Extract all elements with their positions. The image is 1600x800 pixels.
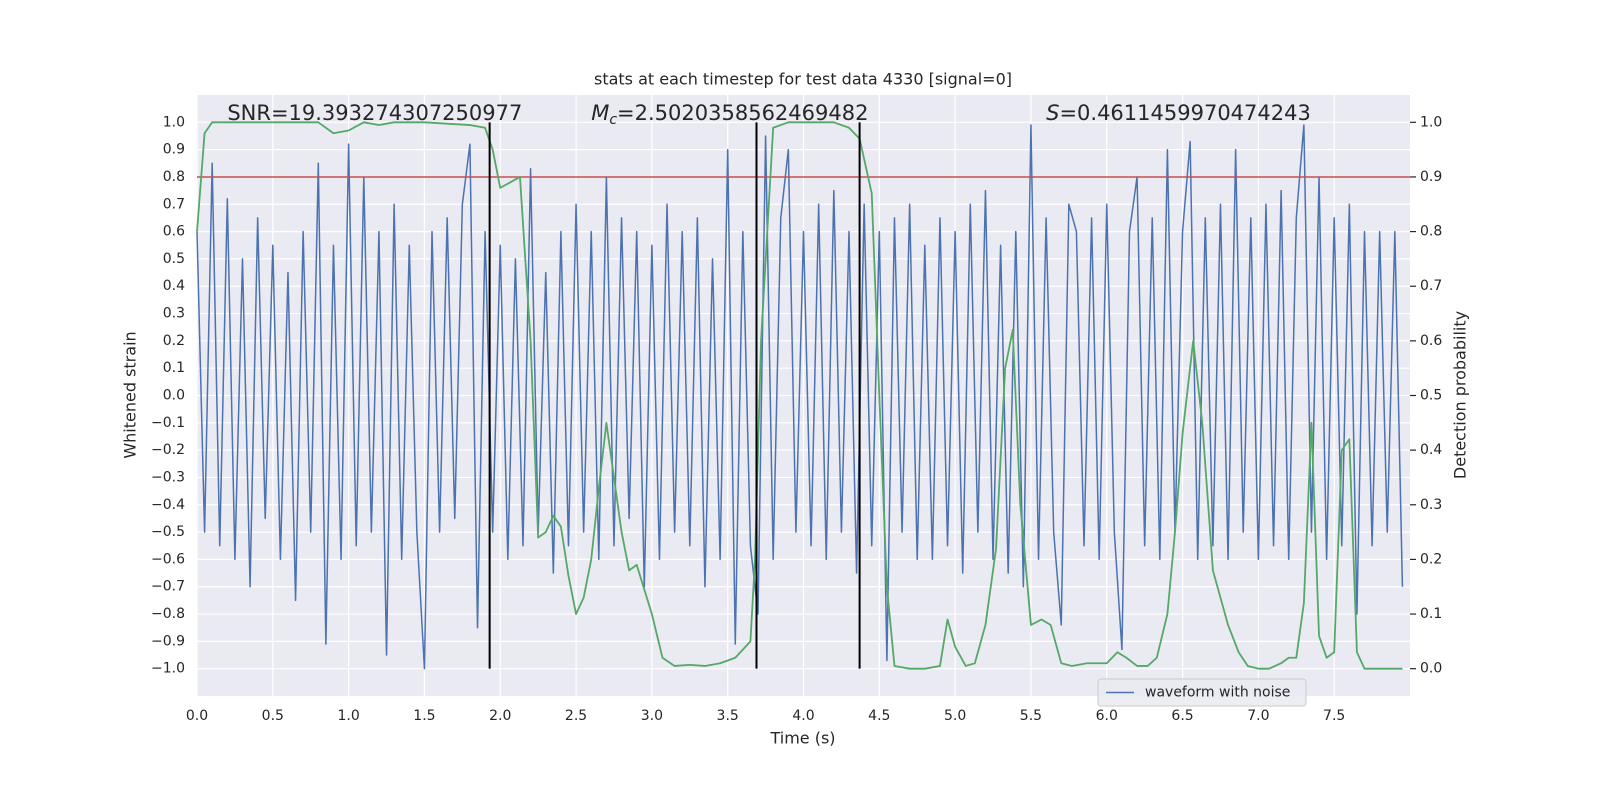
y-tick-label: −0.2	[151, 442, 185, 458]
y2-tick-label: 0.4	[1420, 442, 1442, 458]
y-tick-label: 0.4	[163, 278, 185, 294]
chart-title: stats at each timestep for test data 433…	[594, 70, 1012, 89]
probability-line	[196, 121, 1403, 670]
annotation: Mc=2.5020358562469482	[591, 101, 868, 128]
x-tick-label: 2.0	[489, 708, 511, 724]
y-tick-label: 0.0	[163, 388, 185, 404]
y-tick-label: −0.4	[151, 497, 185, 513]
x-tick-label: 0.5	[262, 708, 284, 724]
annotation-text: =0.4611459970474243	[1059, 101, 1310, 125]
x-tick-label: 7.0	[1247, 708, 1269, 724]
x-tick-label: 1.0	[337, 708, 359, 724]
y2-tick-label: 1.0	[1420, 114, 1442, 130]
y-tick-label: 0.8	[163, 169, 185, 185]
x-tick-label: 1.5	[413, 708, 435, 724]
x-tick-label: 6.5	[1171, 708, 1193, 724]
x-tick-label: 4.5	[868, 708, 890, 724]
y-tick-label: 0.5	[163, 251, 185, 267]
legend-label: waveform with noise	[1145, 685, 1290, 701]
y2-tick-label: 0.9	[1420, 169, 1442, 185]
waveform-line	[196, 124, 1404, 670]
y2-tick-label: 0.0	[1420, 661, 1442, 677]
y-tick-label: −0.1	[151, 415, 185, 431]
y-tick-label: 0.3	[163, 306, 185, 322]
x-tick-label: 3.5	[717, 708, 739, 724]
x-tick-label: 4.0	[792, 708, 814, 724]
y-tick-label: −1.0	[151, 661, 185, 677]
y2-tick-label: 0.2	[1420, 551, 1442, 567]
annotation: SNR=19.393274307250977	[227, 101, 522, 125]
x-tick-label: 6.0	[1096, 708, 1118, 724]
y-tick-label: 0.7	[163, 196, 185, 212]
y2-tick-label: 0.7	[1420, 278, 1442, 294]
y-axis-label: Whitened strain	[121, 331, 140, 458]
y-tick-label: 1.0	[163, 114, 185, 130]
x-tick-label: 2.5	[565, 708, 587, 724]
y-tick-label: 0.9	[163, 142, 185, 158]
y-tick-label: 0.6	[163, 224, 185, 240]
y2-axis-label: Detection probability	[1451, 311, 1470, 479]
y-tick-label: −0.3	[151, 469, 185, 485]
y2-tick-label: 0.3	[1420, 497, 1442, 513]
x-tick-label: 5.5	[1020, 708, 1042, 724]
annotation-text: =2.5020358562469482	[617, 101, 868, 125]
y-tick-label: −0.9	[151, 633, 185, 649]
annotation: S=0.4611459970474243	[1046, 101, 1311, 125]
y-tick-label: −0.8	[151, 606, 185, 622]
annotation-symbol: M	[591, 101, 609, 125]
y-tick-label: −0.7	[151, 579, 185, 595]
x-tick-label: 7.5	[1323, 708, 1345, 724]
y2-tick-label: 0.1	[1420, 606, 1442, 622]
y-tick-label: 0.2	[163, 333, 185, 349]
y2-tick-label: 0.5	[1420, 388, 1442, 404]
y2-tick-label: 0.6	[1420, 333, 1442, 349]
y-tick-label: −0.5	[151, 524, 185, 540]
annotation-subscript: c	[609, 112, 617, 128]
y-tick-label: −0.6	[151, 551, 185, 567]
legend-box	[1097, 678, 1307, 707]
y-tick-label: 0.1	[163, 360, 185, 376]
y2-tick-label: 0.8	[1420, 224, 1442, 240]
annotation-symbol: S	[1046, 101, 1059, 125]
x-axis-label: Time (s)	[769, 729, 835, 748]
x-tick-label: 3.0	[641, 708, 663, 724]
x-tick-label: 5.0	[944, 708, 966, 724]
x-tick-label: 0.0	[186, 708, 208, 724]
annotation-text: SNR=19.393274307250977	[227, 101, 522, 125]
